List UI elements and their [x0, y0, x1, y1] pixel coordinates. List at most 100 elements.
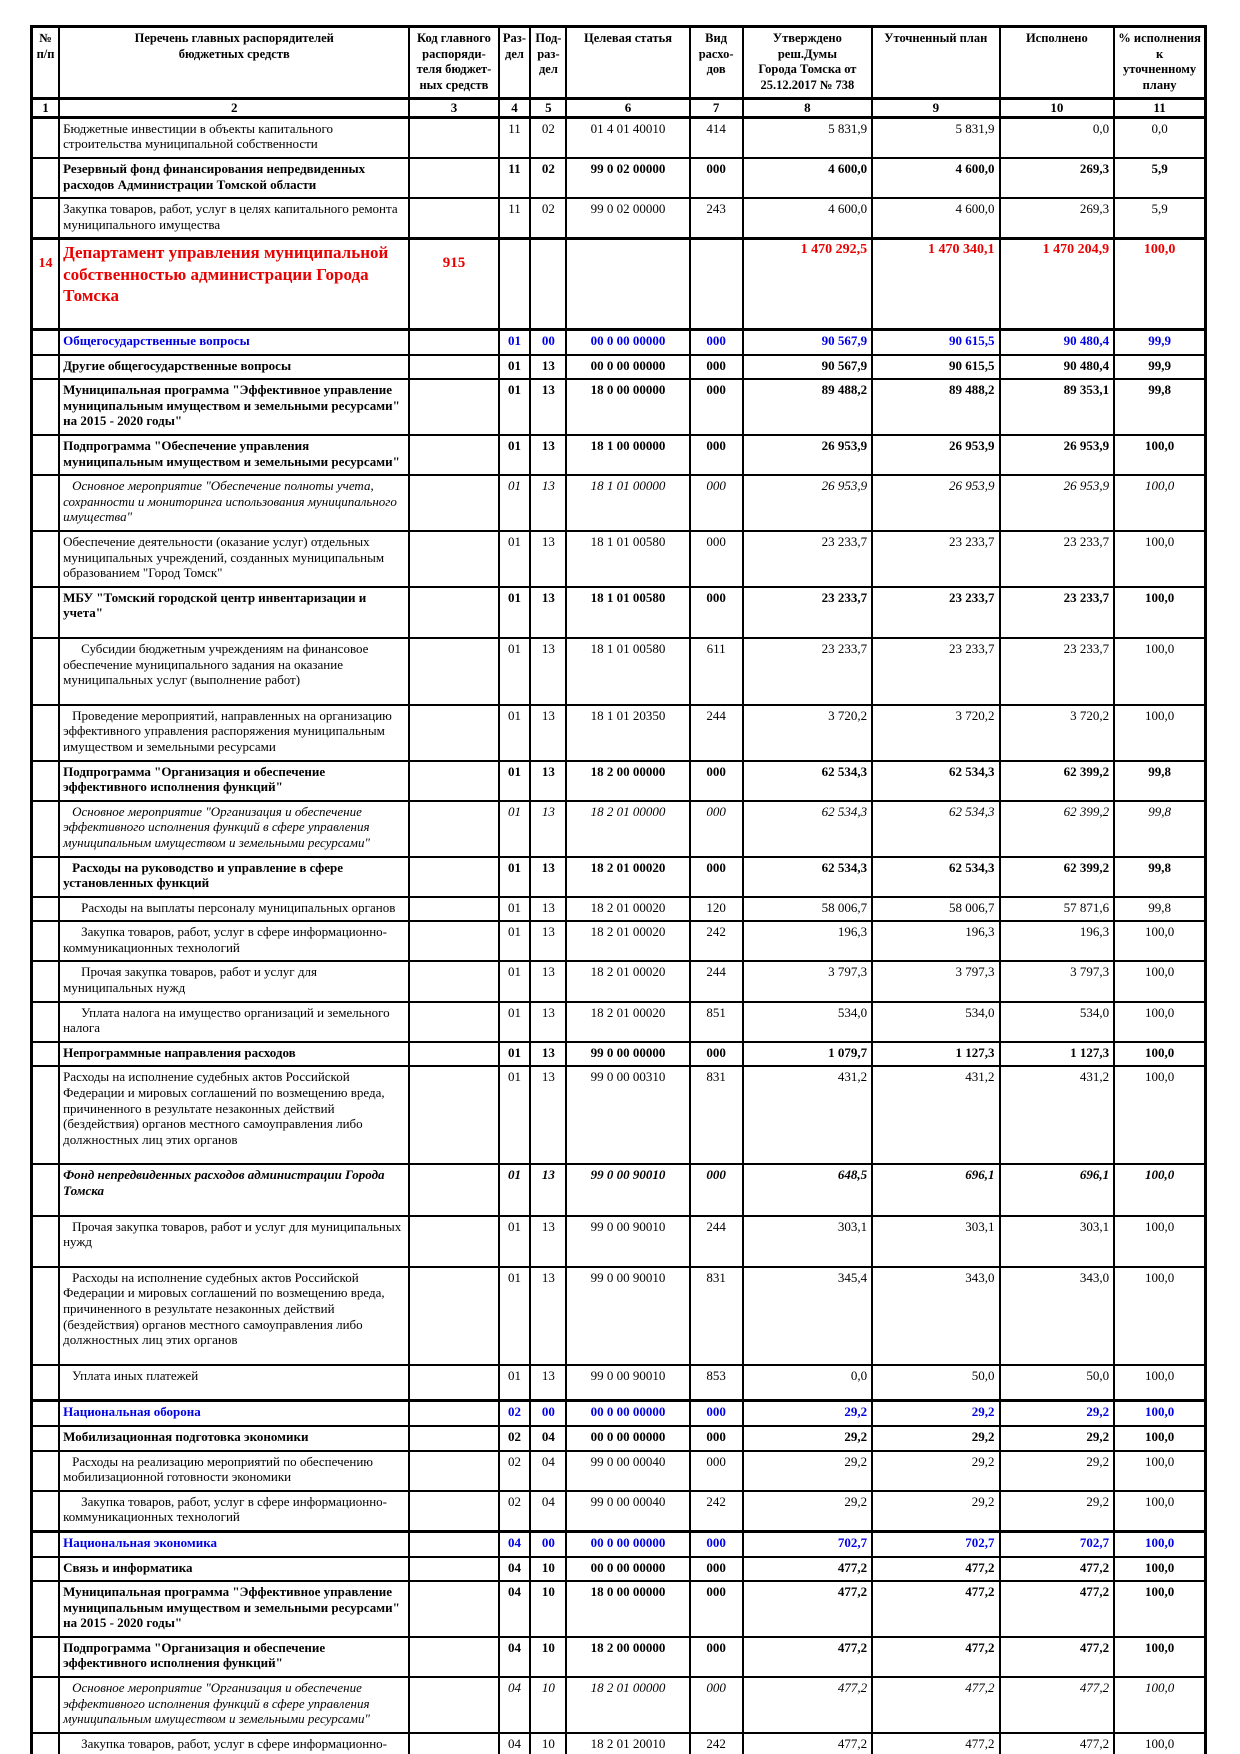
target-article-cell: 00 0 00 00000 — [565, 328, 691, 356]
table-row: Национальная оборона 02 00 00 0 00 00000 000… — [30, 1399, 1207, 1427]
approved-cell: 3 797,3 — [741, 960, 874, 1003]
target-article-cell: 18 2 01 00020 — [565, 920, 691, 963]
approved-cell: 303,1 — [741, 1214, 874, 1268]
name-cell: Мобилизационная подготовка экономики — [58, 1424, 411, 1452]
approved-cell: 1 470 292,5 — [741, 237, 874, 331]
target-article-cell: 18 1 01 20350 — [565, 703, 691, 762]
approved-cell: 477,2 — [741, 1731, 874, 1754]
name-cell: Национальная экономика — [58, 1529, 411, 1558]
row-number-cell — [30, 197, 61, 240]
updated-plan-cell: 89 488,2 — [871, 378, 1001, 437]
razdel-cell: 02 — [497, 1399, 532, 1427]
executed-cell: 90 480,4 — [998, 353, 1116, 381]
updated-plan-cell: 29,2 — [871, 1399, 1001, 1427]
executed-cell: 23 233,7 — [998, 530, 1116, 588]
approved-cell: 23 233,7 — [741, 636, 874, 706]
razdel-cell: 01 — [497, 1363, 532, 1402]
row-number-cell — [30, 799, 61, 858]
expense-type-cell: 000 — [688, 328, 744, 356]
executed-cell: 303,1 — [998, 1214, 1116, 1268]
podrazdel-cell: 13 — [529, 1163, 568, 1217]
target-article-cell — [565, 237, 691, 331]
approved-cell: 431,2 — [741, 1065, 874, 1166]
approved-cell: 196,3 — [741, 920, 874, 963]
table-row: Обеспечение деятельности (оказание услуг… — [30, 530, 1207, 588]
name-cell: Подпрограмма "Обеспечение управления мун… — [58, 434, 411, 477]
expense-type-cell: 243 — [688, 197, 744, 240]
percent-cell: 99,8 — [1113, 759, 1207, 802]
razdel-cell: 01 — [497, 530, 532, 588]
name-cell: Основное мероприятие "Организация и обес… — [58, 1676, 411, 1734]
table-row: Уплата налога на имущество организаций и… — [30, 1000, 1207, 1043]
podrazdel-cell: 00 — [529, 328, 568, 356]
podrazdel-cell: 13 — [529, 855, 568, 898]
podrazdel-cell: 13 — [529, 1040, 568, 1068]
expense-type-cell: 831 — [688, 1265, 744, 1366]
razdel-cell: 02 — [497, 1424, 532, 1452]
target-article-cell: 99 0 00 00310 — [565, 1065, 691, 1166]
razdel-cell: 01 — [497, 328, 532, 356]
executed-cell: 90 480,4 — [998, 328, 1116, 356]
razdel-cell: 01 — [497, 799, 532, 858]
percent-cell: 100,0 — [1113, 1363, 1207, 1402]
approved-cell: 0,0 — [741, 1363, 874, 1402]
target-article-cell: 18 2 01 00020 — [565, 895, 691, 923]
executed-cell: 702,7 — [998, 1529, 1116, 1558]
executed-cell: 477,2 — [998, 1555, 1116, 1583]
column-number: 1 — [30, 96, 61, 119]
razdel-cell: 04 — [497, 1580, 532, 1638]
target-article-cell: 18 2 01 00000 — [565, 1676, 691, 1734]
target-article-cell: 01 4 01 40010 — [565, 116, 691, 159]
row-number-cell — [30, 116, 61, 159]
grbs-code-cell — [408, 474, 500, 532]
grbs-code-cell — [408, 855, 500, 898]
podrazdel-cell: 10 — [529, 1731, 568, 1754]
percent-cell: 100,0 — [1113, 1000, 1207, 1043]
percent-cell: 100,0 — [1113, 1040, 1207, 1068]
table-row: Муниципальная программа "Эффективное упр… — [30, 378, 1207, 437]
target-article-cell: 18 1 01 00580 — [565, 585, 691, 639]
executed-cell: 23 233,7 — [998, 636, 1116, 706]
expense-type-cell: 000 — [688, 1635, 744, 1679]
table-row: Резервный фонд финансирования непредвиде… — [30, 156, 1207, 200]
target-article-cell: 99 0 00 90010 — [565, 1363, 691, 1402]
table-row: МБУ "Томский городской центр инвентариза… — [30, 585, 1207, 639]
grbs-code-cell — [408, 353, 500, 381]
col-header-percent: % исполнения к уточненному плану — [1113, 25, 1207, 100]
target-article-cell: 18 2 01 00020 — [565, 855, 691, 898]
approved-cell: 90 567,9 — [741, 353, 874, 381]
razdel-cell: 01 — [497, 1000, 532, 1043]
executed-cell: 29,2 — [998, 1489, 1116, 1533]
column-number: 8 — [741, 96, 874, 119]
percent-cell: 100,0 — [1113, 1580, 1207, 1638]
col-header-grbs-code: Код главного распоряди- теля бюджет- ных… — [408, 25, 500, 100]
updated-plan-cell: 26 953,9 — [871, 474, 1001, 532]
grbs-code-cell — [408, 1424, 500, 1452]
updated-plan-cell: 3 720,2 — [871, 703, 1001, 762]
razdel-cell: 04 — [497, 1731, 532, 1754]
header-row: № п/п Перечень главных распорядителей бю… — [30, 25, 1207, 100]
col-header-razdel: Раз- дел — [497, 25, 532, 100]
percent-cell: 5,9 — [1113, 156, 1207, 200]
podrazdel-cell: 00 — [529, 1399, 568, 1427]
row-number-cell — [30, 1363, 61, 1402]
row-number-cell — [30, 1214, 61, 1268]
podrazdel-cell: 13 — [529, 703, 568, 762]
razdel-cell: 01 — [497, 474, 532, 532]
percent-cell: 100,0 — [1113, 1449, 1207, 1492]
podrazdel-cell: 13 — [529, 530, 568, 588]
name-cell: Муниципальная программа "Эффективное упр… — [58, 378, 411, 437]
updated-plan-cell: 534,0 — [871, 1000, 1001, 1043]
updated-plan-cell: 477,2 — [871, 1731, 1001, 1754]
grbs-code-cell — [408, 1214, 500, 1268]
target-article-cell: 99 0 00 90010 — [565, 1265, 691, 1366]
razdel-cell: 01 — [497, 353, 532, 381]
executed-cell: 23 233,7 — [998, 585, 1116, 639]
row-number-cell — [30, 1635, 61, 1679]
row-number-cell — [30, 703, 61, 762]
executed-cell: 62 399,2 — [998, 799, 1116, 858]
name-cell: Прочая закупка товаров, работ и услуг дл… — [58, 1214, 411, 1268]
table-row: Расходы на исполнение судебных актов Рос… — [30, 1265, 1207, 1366]
executed-cell: 269,3 — [998, 156, 1116, 200]
updated-plan-cell: 4 600,0 — [871, 197, 1001, 240]
